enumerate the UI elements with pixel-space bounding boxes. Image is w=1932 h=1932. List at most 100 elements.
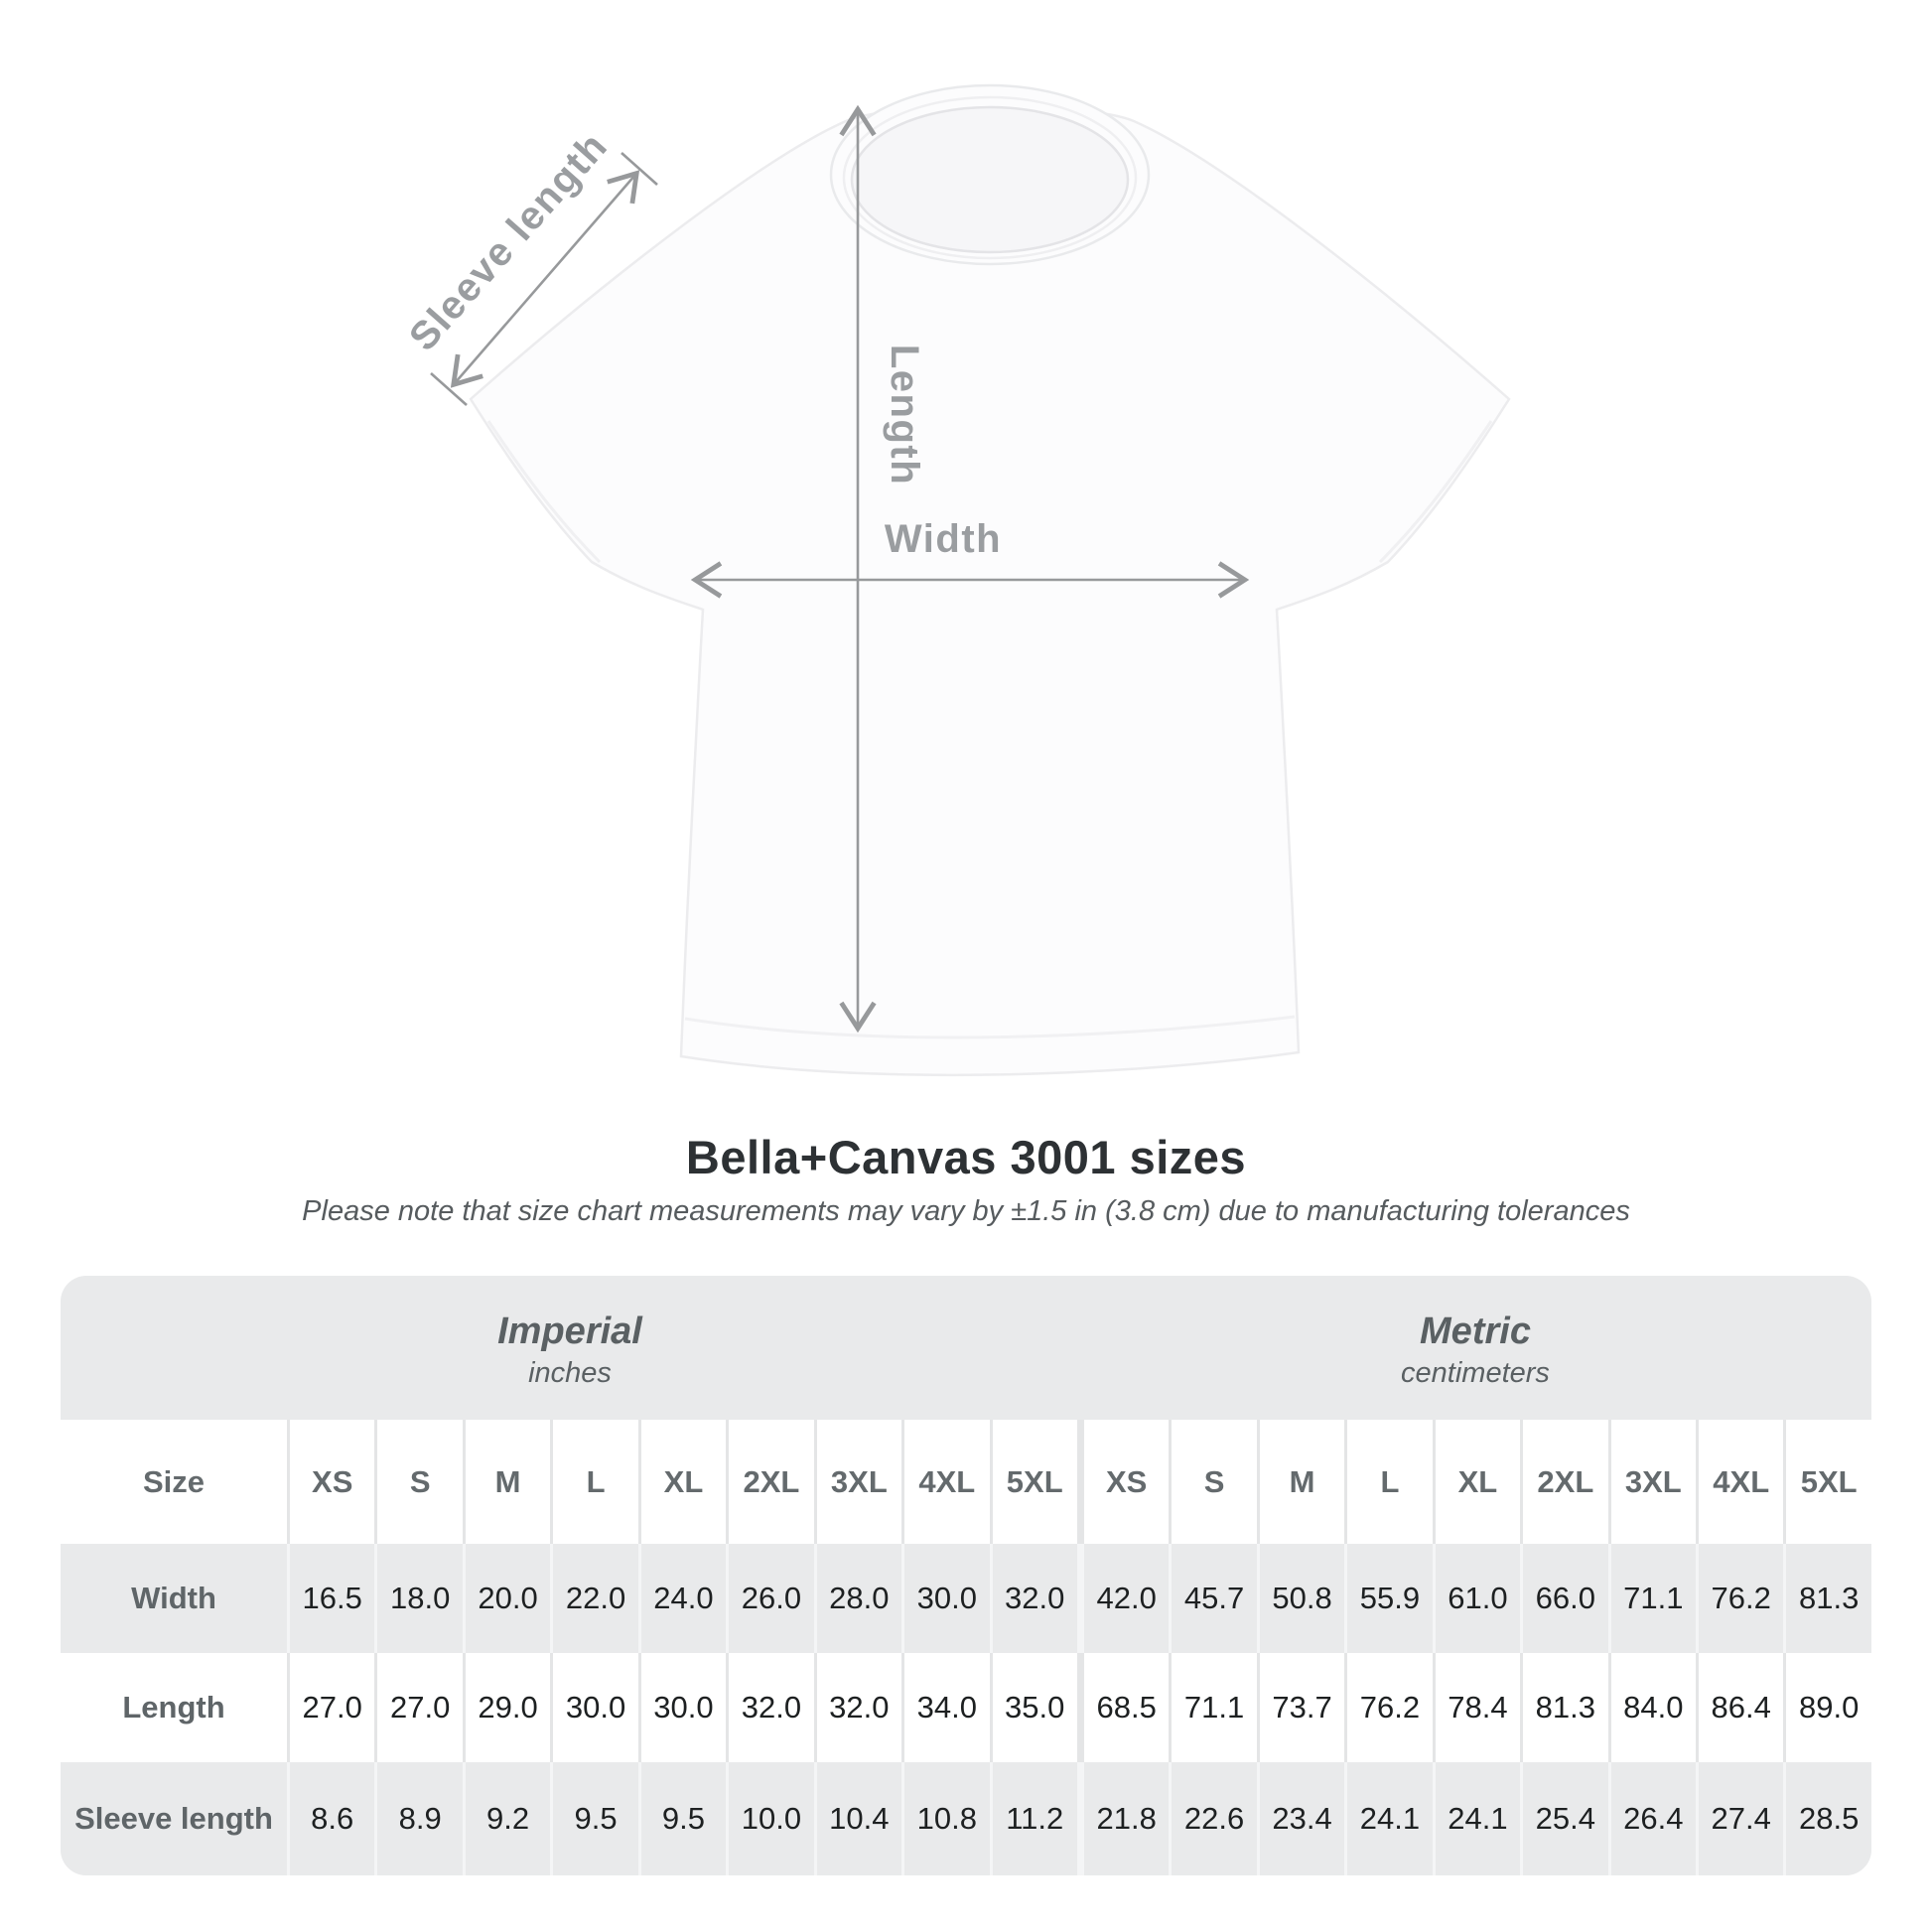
measurement-value-cell: 55.9 bbox=[1347, 1544, 1433, 1653]
size-header-cell: L bbox=[1347, 1420, 1433, 1544]
size-header-cell: 5XL bbox=[992, 1420, 1077, 1544]
measurement-value-cell: 30.0 bbox=[640, 1653, 727, 1762]
size-header-cell: L bbox=[553, 1420, 638, 1544]
measurement-value-cell: 11.2 bbox=[992, 1762, 1077, 1875]
measurement-value-cell: 16.5 bbox=[290, 1544, 375, 1653]
measurement-value-cell: 27.0 bbox=[377, 1653, 463, 1762]
measurement-value-cell: 25.4 bbox=[1523, 1762, 1608, 1875]
measurement-value-cell: 35.0 bbox=[992, 1653, 1077, 1762]
measurement-value-cell: 32.0 bbox=[816, 1653, 902, 1762]
size-header-cell: M bbox=[1259, 1420, 1345, 1544]
width-label: Width bbox=[885, 517, 1002, 561]
measurement-value-cell: 45.7 bbox=[1172, 1544, 1257, 1653]
measurement-value-cell: 81.3 bbox=[1786, 1544, 1871, 1653]
size-header-cell: 3XL bbox=[816, 1420, 902, 1544]
measurement-value-cell: 24.1 bbox=[1435, 1762, 1521, 1875]
metric-section-title: Metric bbox=[1420, 1310, 1531, 1352]
measurement-value-cell: 76.2 bbox=[1347, 1653, 1433, 1762]
measurement-value-cell: 84.0 bbox=[1610, 1653, 1696, 1762]
measurement-value-cell: 18.0 bbox=[377, 1544, 463, 1653]
sleeve-length-end-tick bbox=[430, 372, 468, 406]
measurement-value-cell: 10.0 bbox=[729, 1762, 814, 1875]
size-header-cell: XL bbox=[1435, 1420, 1521, 1544]
size-header-cell: XL bbox=[640, 1420, 727, 1544]
measurement-value-cell: 78.4 bbox=[1435, 1653, 1521, 1762]
measurement-value-cell: 86.4 bbox=[1699, 1653, 1784, 1762]
size-header-cell: 2XL bbox=[729, 1420, 814, 1544]
measurement-value-cell: 22.6 bbox=[1172, 1762, 1257, 1875]
measurement-value-cell: 89.0 bbox=[1786, 1653, 1871, 1762]
measurement-value-cell: 42.0 bbox=[1083, 1544, 1170, 1653]
measurement-value-cell: 30.0 bbox=[904, 1544, 990, 1653]
measurement-value-cell: 34.0 bbox=[904, 1653, 990, 1762]
measurement-value-cell: 28.5 bbox=[1786, 1762, 1871, 1875]
table-row: Sleeve length 8.6 8.9 9.2 9.5 9.5 10.0 10.4 10.8… bbox=[61, 1762, 1871, 1875]
length-label: Length bbox=[883, 345, 926, 485]
measurement-row-label: Width bbox=[61, 1544, 287, 1653]
measurement-value-cell: 27.4 bbox=[1699, 1762, 1784, 1875]
sleeve-length-arrow bbox=[450, 170, 640, 388]
table-row: Length 27.0 27.0 29.0 30.0 30.0 32.0 32.0 34.0 35… bbox=[61, 1653, 1871, 1762]
tolerance-note: Please note that size chart measurements… bbox=[302, 1195, 1630, 1227]
measurement-value-cell: 71.1 bbox=[1610, 1544, 1696, 1653]
measurement-value-cell: 9.2 bbox=[465, 1762, 551, 1875]
measurement-value-cell: 23.4 bbox=[1259, 1762, 1345, 1875]
size-header-cell: 4XL bbox=[1699, 1420, 1784, 1544]
measurement-value-cell: 8.9 bbox=[377, 1762, 463, 1875]
size-table: Imperial inches Metric centimeters Size X… bbox=[61, 1276, 1871, 1875]
measurement-value-cell: 50.8 bbox=[1259, 1544, 1345, 1653]
dimension-arrows bbox=[430, 104, 1250, 1034]
measurement-value-cell: 9.5 bbox=[640, 1762, 727, 1875]
measurement-row-label: Length bbox=[61, 1653, 287, 1762]
measurement-value-cell: 21.8 bbox=[1083, 1762, 1170, 1875]
measurement-value-cell: 20.0 bbox=[465, 1544, 551, 1653]
measurement-value-cell: 26.4 bbox=[1610, 1762, 1696, 1875]
measurement-value-cell: 68.5 bbox=[1083, 1653, 1170, 1762]
size-header-cell: XS bbox=[1083, 1420, 1170, 1544]
imperial-section-unit: inches bbox=[528, 1356, 612, 1389]
neck-opening bbox=[850, 105, 1130, 254]
measurement-value-cell: 30.0 bbox=[553, 1653, 638, 1762]
measurement-value-cell: 76.2 bbox=[1699, 1544, 1784, 1653]
measurement-value-cell: 32.0 bbox=[729, 1653, 814, 1762]
page-title: Bella+Canvas 3001 sizes bbox=[685, 1131, 1247, 1183]
size-header-cell: 5XL bbox=[1786, 1420, 1871, 1544]
measurement-value-cell: 66.0 bbox=[1523, 1544, 1608, 1653]
measurement-value-cell: 71.1 bbox=[1172, 1653, 1257, 1762]
measurement-value-cell: 27.0 bbox=[290, 1653, 375, 1762]
unit-section-header: Imperial inches Metric centimeters bbox=[61, 1276, 1871, 1420]
measurement-value-cell: 29.0 bbox=[465, 1653, 551, 1762]
size-column-label: Size bbox=[61, 1420, 287, 1544]
measurement-value-cell: 10.8 bbox=[904, 1762, 990, 1875]
measurement-value-cell: 9.5 bbox=[553, 1762, 638, 1875]
measurement-value-cell: 26.0 bbox=[729, 1544, 814, 1653]
imperial-section-header: Imperial inches bbox=[61, 1276, 1079, 1420]
table-row: Width 16.5 18.0 20.0 22.0 24.0 26.0 28.0 30.0 32.… bbox=[61, 1544, 1871, 1653]
measurement-value-cell: 10.4 bbox=[816, 1762, 902, 1875]
measurement-value-cell: 28.0 bbox=[816, 1544, 902, 1653]
size-header-cell: 3XL bbox=[1610, 1420, 1696, 1544]
table-row: Size XS S M L XL 2XL 3XL 4XL 5XL XS S M L XL 2XL 3XL 4XL 5… bbox=[61, 1420, 1871, 1544]
tshirt-figure-svg: Sleeve length Length Width bbox=[401, 83, 1511, 1077]
measurement-row-label: Sleeve length bbox=[61, 1762, 287, 1875]
measurement-value-cell: 81.3 bbox=[1523, 1653, 1608, 1762]
measurement-value-cell: 24.1 bbox=[1347, 1762, 1433, 1875]
sleeve-length-start-tick bbox=[621, 152, 658, 186]
size-table-rows: Size XS S M L XL 2XL 3XL 4XL 5XL XS S M L XL 2XL 3XL 4XL 5… bbox=[61, 1420, 1871, 1875]
size-header-cell: S bbox=[1172, 1420, 1257, 1544]
measurement-value-cell: 32.0 bbox=[992, 1544, 1077, 1653]
measurement-value-cell: 22.0 bbox=[553, 1544, 638, 1653]
size-header-cell: S bbox=[377, 1420, 463, 1544]
size-header-cell: 2XL bbox=[1523, 1420, 1608, 1544]
imperial-section-title: Imperial bbox=[497, 1310, 642, 1352]
measurement-value-cell: 73.7 bbox=[1259, 1653, 1345, 1762]
measurement-value-cell: 61.0 bbox=[1435, 1544, 1521, 1653]
size-header-cell: XS bbox=[290, 1420, 375, 1544]
size-header-cell: M bbox=[465, 1420, 551, 1544]
size-header-cell: 4XL bbox=[904, 1420, 990, 1544]
metric-section-unit: centimeters bbox=[1401, 1356, 1550, 1389]
measurement-value-cell: 8.6 bbox=[290, 1762, 375, 1875]
tshirt-measurement-diagram: Sleeve length Length Width bbox=[401, 83, 1511, 1077]
measurement-value-cell: 24.0 bbox=[640, 1544, 727, 1653]
